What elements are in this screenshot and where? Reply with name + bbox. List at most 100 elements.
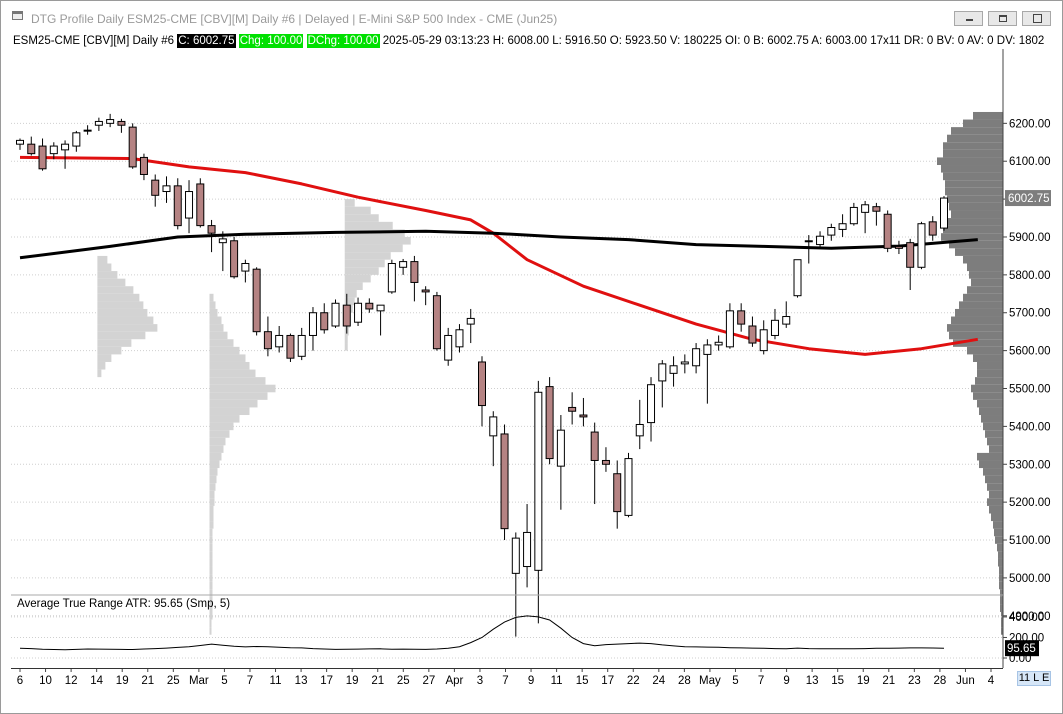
price-axis-label: 6100.00 <box>1009 156 1051 168</box>
candle <box>601 447 610 472</box>
candle <box>816 231 825 249</box>
volume-profile-bar <box>97 361 106 370</box>
candle-body <box>534 391 543 571</box>
candle <box>387 259 396 294</box>
candle-body <box>331 302 340 327</box>
candle-body <box>252 268 261 333</box>
candle-body <box>770 319 779 336</box>
volume-profile-bar <box>209 566 213 575</box>
atr-last-value-tag <box>1005 640 1039 657</box>
minimize-button[interactable] <box>954 11 983 26</box>
candle <box>106 113 115 128</box>
candle <box>466 308 475 344</box>
candle <box>861 200 870 234</box>
candle-body <box>128 126 137 168</box>
april-volume-profile <box>209 293 276 635</box>
candle <box>793 259 802 298</box>
candle <box>286 333 295 362</box>
candle-body <box>38 145 47 170</box>
volume-profile-bar <box>209 490 215 499</box>
price-axis-label: 5300.00 <box>1009 459 1051 471</box>
candle-body <box>759 329 768 352</box>
candle <box>173 178 182 230</box>
composite-profile-bar <box>941 233 1003 241</box>
candle <box>590 422 599 505</box>
volume-profile-bar <box>209 513 214 522</box>
volume-profile-bar <box>97 278 126 287</box>
volume-profile-bar <box>97 331 146 340</box>
volume-profile-bar <box>344 244 403 253</box>
scale-mode-badge[interactable]: 11 L E <box>1017 671 1051 686</box>
time-axis-label: 14 <box>90 675 103 687</box>
candle-body <box>263 331 272 350</box>
time-axis-label: Mar <box>189 675 209 687</box>
candle-body <box>342 304 351 327</box>
volume-profile-bar <box>209 460 220 469</box>
candle-body <box>568 406 577 412</box>
composite-profile-bar <box>959 301 1003 309</box>
candle <box>162 176 171 203</box>
candle-body <box>849 206 858 225</box>
restore-button[interactable] <box>988 11 1017 26</box>
volume-profile-bar <box>209 483 216 491</box>
volume-profile-bar <box>344 252 391 260</box>
candle-body <box>241 262 250 272</box>
candle <box>331 299 340 328</box>
time-axis-label: 7 <box>247 675 253 687</box>
title-bar[interactable]: DTG Profile Daily ESM25-CME [CBV][M] Dai… <box>1 1 1062 31</box>
candle-body <box>714 341 723 346</box>
composite-profile-bar <box>1001 619 1003 628</box>
candle <box>218 231 227 272</box>
composite-profile-bar <box>989 505 1003 514</box>
time-axis-label: 5 <box>732 675 738 687</box>
time-axis-label: 4 <box>988 675 995 687</box>
candle-body <box>917 223 926 268</box>
volume-profile-bar <box>344 290 357 298</box>
candle-body <box>354 302 363 323</box>
volume-profile-bar <box>209 445 224 453</box>
volume-profile-bar <box>209 331 228 340</box>
time-axis-label: 19 <box>116 675 129 687</box>
composite-profile-bar <box>977 399 1003 408</box>
composite-profile-bar <box>991 513 1003 522</box>
composite-profile-bar <box>983 422 1003 431</box>
volume-profile-bar <box>209 475 217 484</box>
candle-body <box>162 185 171 193</box>
time-axis-label: 23 <box>908 675 921 687</box>
close-button[interactable] <box>1022 11 1051 26</box>
composite-profile-bar <box>949 202 1003 211</box>
volume-profile-bar <box>344 214 379 222</box>
composite-profile-bar <box>989 490 1003 499</box>
candle <box>838 214 847 237</box>
composite-profile-bar <box>989 445 1003 453</box>
candle <box>49 142 58 160</box>
price-axis-label: 5600.00 <box>1009 346 1051 358</box>
candle <box>624 452 633 518</box>
candle <box>940 196 948 231</box>
composite-profile-bar <box>937 157 1003 166</box>
composite-profile-bar <box>967 286 1003 294</box>
volume-profile-bar <box>209 293 214 302</box>
last-price-tag <box>1005 190 1051 207</box>
composite-profile-bar <box>997 543 1003 552</box>
candle <box>770 308 779 340</box>
candle-body <box>106 119 115 124</box>
candle <box>725 303 734 349</box>
composite-profile-bar <box>985 475 1003 484</box>
candle <box>849 202 858 226</box>
volume-profile-bar <box>209 551 213 559</box>
time-axis-label: 7 <box>502 675 508 687</box>
volume-profile-bar <box>209 468 218 476</box>
volume-profile-bar <box>97 346 122 355</box>
time-axis-label: 21 <box>882 675 895 687</box>
composite-profile-bar <box>977 361 1003 370</box>
candle <box>500 424 509 541</box>
volume-profile-bar <box>97 316 154 325</box>
volume-profile-bar <box>209 604 213 612</box>
composite-profile-bar <box>947 195 1003 203</box>
candle-body <box>894 245 903 249</box>
composite-profile-bar <box>949 240 1003 249</box>
volume-profile-bar <box>209 558 213 567</box>
